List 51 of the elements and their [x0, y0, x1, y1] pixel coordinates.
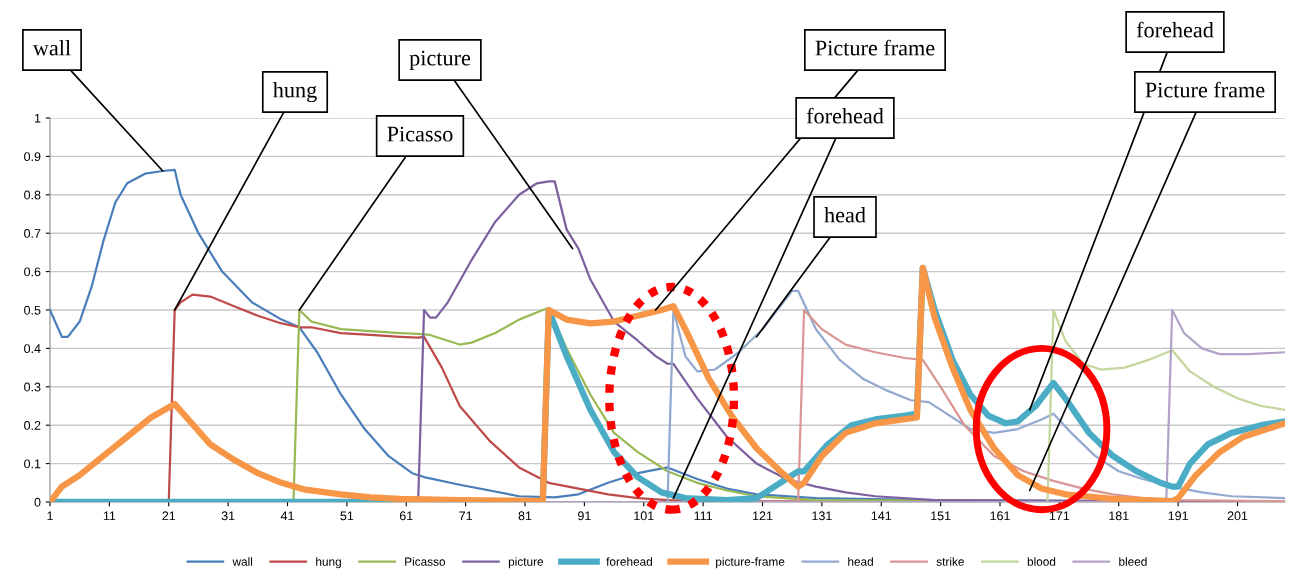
x-tick-label: 91	[578, 511, 591, 521]
x-tick-label: 21	[162, 511, 176, 521]
x-tick-label: 31	[221, 511, 235, 521]
x-tick-label: 1	[47, 511, 53, 521]
y-tick-label: 0	[34, 497, 41, 507]
x-tick-label: 121	[753, 511, 773, 521]
x-tick-label: 111	[694, 511, 713, 521]
y-tick-label: 0.9	[24, 152, 41, 162]
annotation: Picasso	[387, 126, 453, 142]
x-tick-label: 81	[518, 511, 532, 521]
annotation: forehead	[1136, 21, 1214, 38]
annotation: wall	[32, 39, 71, 56]
legend-label: wall	[232, 557, 253, 566]
y-tick-label: 1	[34, 113, 41, 123]
annotation: picture	[409, 50, 471, 71]
x-tick-label: 171	[1049, 511, 1070, 521]
x-tick-label: 151	[931, 511, 951, 521]
y-tick-label: 0.4	[24, 344, 41, 354]
x-tick-label: 51	[340, 511, 354, 521]
annotation: hung	[273, 81, 317, 103]
x-tick-label: 181	[1109, 511, 1129, 521]
x-tick-label: 191	[1168, 511, 1188, 521]
legend-label: Picasso	[405, 557, 446, 566]
annotation: forehead	[806, 107, 884, 124]
y-tick-label: 0.3	[24, 382, 41, 392]
legend-label: picture	[508, 557, 544, 569]
y-tick-label: 0.8	[24, 190, 41, 200]
legend-label: hung	[316, 557, 341, 569]
x-tick-label: 161	[990, 511, 1010, 521]
x-tick-label: 11	[103, 511, 116, 521]
legend-label: bleed	[1119, 557, 1147, 566]
x-tick-label: 71	[459, 511, 472, 521]
x-tick-label: 201	[1227, 511, 1248, 521]
y-tick-label: 0.2	[24, 421, 41, 430]
annotation: head	[824, 206, 866, 223]
x-tick-label: 41	[280, 511, 294, 521]
x-tick-label: 141	[871, 511, 892, 521]
legend-label: blood	[1027, 557, 1056, 566]
legend-label: forehead	[606, 557, 652, 566]
x-tick-label: 101	[634, 511, 654, 521]
legend-label: picture-frame	[716, 557, 785, 569]
y-tick-label: 0.6	[24, 267, 41, 277]
annotation: Picture frame	[815, 39, 935, 56]
y-tick-label: 0.1	[24, 459, 41, 469]
y-tick-label: 0.7	[24, 229, 41, 238]
y-tick-label: 0.5	[24, 305, 41, 315]
x-tick-label: 61	[399, 511, 413, 521]
legend-label: strike	[936, 557, 964, 566]
legend-label: head	[848, 557, 873, 566]
annotation: Picture frame	[1145, 81, 1265, 98]
x-tick-label: 131	[812, 511, 832, 521]
